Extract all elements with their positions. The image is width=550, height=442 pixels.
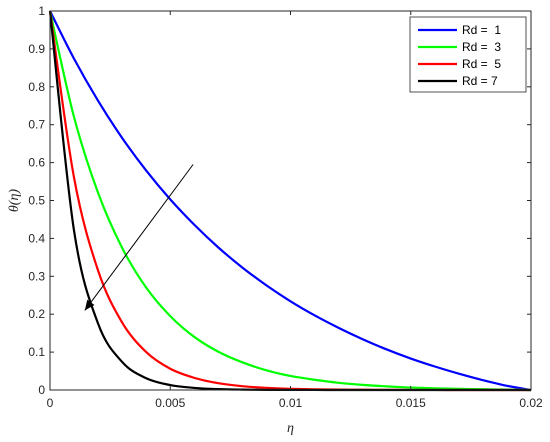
arrow-shaft [84,164,194,311]
y-axis-label: θ(η) [7,189,22,212]
legend-label-4: Rd = 7 [462,74,498,88]
series-line-1 [49,10,532,392]
y-axis: 0 0.1 0.2 0.3 0.4 0.5 0.6 0.7 0.8 0.9 1 [28,4,531,397]
x-tick-label: 0.02 [519,396,543,410]
legend-label-3: Rd = 5 [462,57,501,71]
y-tick-label: 0.1 [28,345,45,359]
x-tick-label: 0 [47,396,54,410]
y-tick-label: 0.9 [28,42,45,56]
x-axis-label: η [287,421,294,436]
x-tick-label: 0.005 [155,396,185,410]
legend: Rd = 1 Rd = 3 Rd = 5 Rd = 7 [409,16,527,93]
x-tick-label: 0.015 [396,396,426,410]
legend-label-1: Rd = 1 [462,23,501,37]
y-tick-label: 1 [38,4,45,18]
arrow-head [84,299,95,311]
x-axis: 0 0.005 0.01 0.015 0.02 [47,11,543,410]
y-tick-label: 0.7 [28,118,45,132]
legend-label-2: Rd = 3 [462,40,501,54]
series-line-2 [48,10,532,392]
y-tick-label: 0.2 [28,307,45,321]
y-tick-label: 0.4 [28,231,45,245]
y-tick-label: 0 [38,383,45,397]
y-tick-label: 0.5 [28,194,45,208]
y-tick-label: 0.6 [28,156,45,170]
annotation-layer [84,164,194,311]
y-tick-label: 0.8 [28,80,45,94]
y-tick-label: 0.3 [28,269,45,283]
x-tick-label: 0.01 [279,396,303,410]
